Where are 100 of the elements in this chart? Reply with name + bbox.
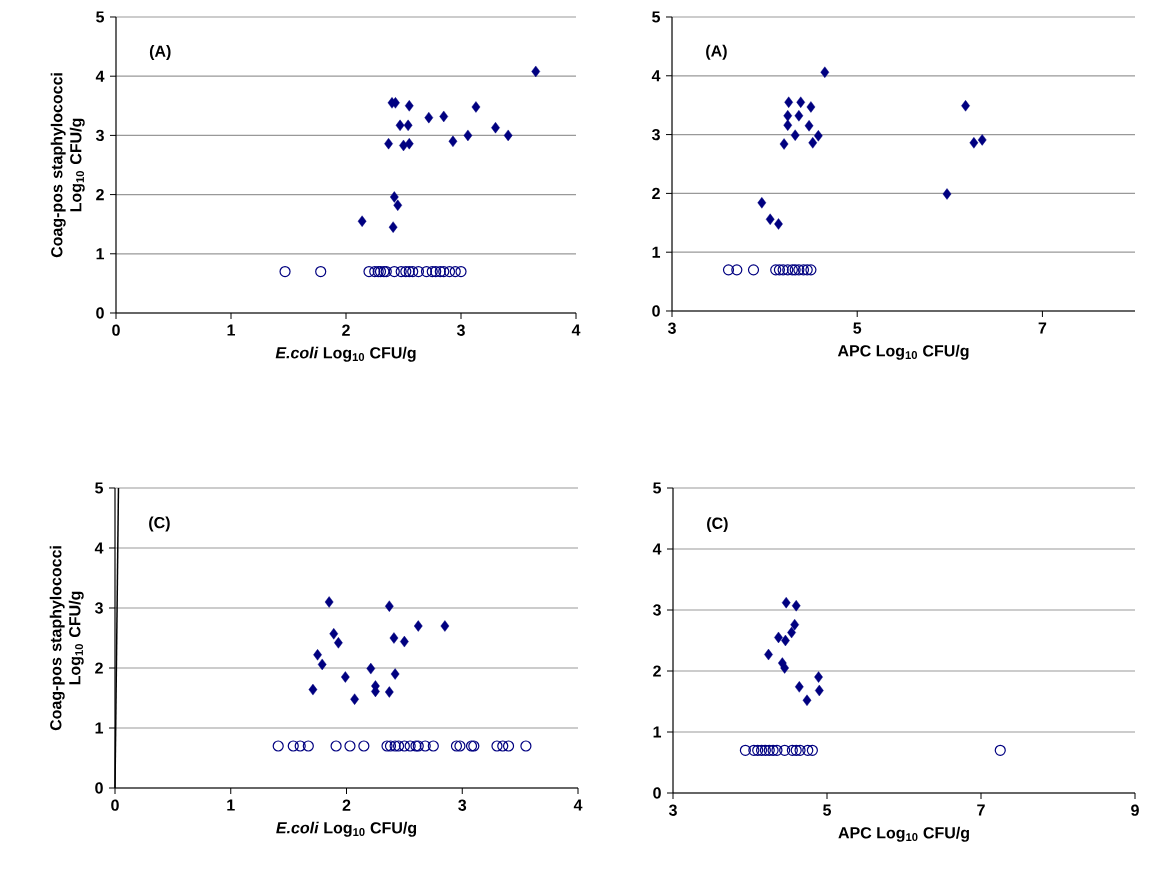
point (805, 264, 817, 276)
point (398, 740, 410, 752)
y-tick-label: 5 (95, 482, 104, 494)
point (455, 265, 467, 278)
point (763, 744, 775, 756)
point (334, 637, 343, 649)
point (722, 264, 735, 276)
y-tick-label: 2 (653, 665, 661, 677)
point (388, 265, 400, 278)
point (759, 744, 772, 756)
point (804, 120, 814, 132)
point (357, 215, 367, 227)
x-tick-label: 3 (668, 804, 677, 816)
y-tick-label: 3 (651, 128, 660, 141)
point (794, 110, 804, 122)
point (385, 600, 394, 612)
point (969, 137, 979, 149)
x-tick-label: 2 (342, 324, 350, 336)
point (814, 684, 824, 697)
y-tick-label: 0 (653, 787, 661, 799)
y-tick-label: 4 (94, 542, 104, 554)
y-tick-label: 1 (95, 722, 104, 734)
point (358, 740, 370, 752)
y-tick-label: 2 (96, 189, 104, 201)
point (385, 686, 394, 698)
point (794, 681, 804, 693)
x-tick-label: 3 (667, 322, 676, 334)
x-tick-label: 3 (456, 324, 465, 336)
point (773, 264, 786, 276)
point (808, 137, 818, 149)
point (531, 65, 541, 78)
point (786, 744, 798, 756)
point (279, 265, 291, 278)
point (413, 620, 423, 632)
point (427, 740, 439, 752)
point (350, 693, 359, 705)
y-tick-label: 5 (652, 11, 661, 23)
y-tick-label: 1 (653, 726, 662, 738)
point (774, 218, 783, 230)
x-tick-label: 0 (111, 799, 119, 811)
x-tick-label: 2 (342, 799, 351, 811)
point (392, 740, 405, 752)
y-tick-label: 4 (652, 543, 662, 555)
x-tick-label: 3 (458, 799, 467, 811)
point (820, 66, 830, 78)
point (802, 694, 812, 706)
point (783, 110, 793, 122)
y-tick-label: 5 (653, 482, 662, 494)
point (747, 264, 760, 276)
point (790, 129, 800, 141)
point (389, 191, 399, 203)
point (308, 683, 318, 696)
point (977, 134, 987, 146)
y-tick-label: 4 (95, 70, 105, 82)
point (366, 662, 376, 675)
point (426, 265, 438, 278)
point (471, 101, 481, 113)
point (779, 744, 791, 756)
point (752, 744, 764, 756)
point (502, 740, 515, 752)
point (419, 740, 431, 752)
x-tick-label: 0 (112, 324, 120, 336)
point (806, 101, 816, 113)
point (449, 265, 461, 278)
point (781, 596, 791, 609)
y-tick-label: 3 (652, 604, 661, 616)
point (797, 264, 810, 276)
point (771, 744, 783, 756)
point (344, 740, 356, 752)
point (765, 213, 775, 225)
point (430, 265, 442, 278)
point (801, 264, 813, 276)
y-tick-label: 0 (96, 307, 104, 319)
point (389, 740, 401, 752)
y-tick-label: 2 (652, 187, 660, 199)
point (813, 130, 823, 142)
point (388, 221, 398, 233)
point (802, 744, 814, 756)
point (503, 129, 513, 142)
point (393, 199, 403, 211)
x-tick-label: 9 (1131, 804, 1139, 816)
point (404, 740, 416, 752)
point (779, 138, 789, 150)
x-axis-title: APC Log$_{10}$ CFU/g (838, 826, 969, 842)
annotation: (A) (149, 45, 171, 60)
annotation: (C) (149, 516, 170, 532)
point (324, 596, 334, 608)
x-tick-label: 5 (853, 322, 862, 334)
point (757, 197, 767, 209)
point (450, 740, 463, 752)
point (942, 188, 952, 200)
point (497, 740, 509, 752)
point (448, 135, 458, 148)
point (313, 649, 322, 661)
x-tick-label: 4 (573, 799, 583, 811)
point (520, 740, 532, 752)
x-axis-title: E.coli Log$_{10}$ CFU/g (275, 346, 416, 362)
point (395, 265, 407, 278)
x-tick-label: 1 (227, 324, 236, 336)
point (777, 264, 789, 276)
